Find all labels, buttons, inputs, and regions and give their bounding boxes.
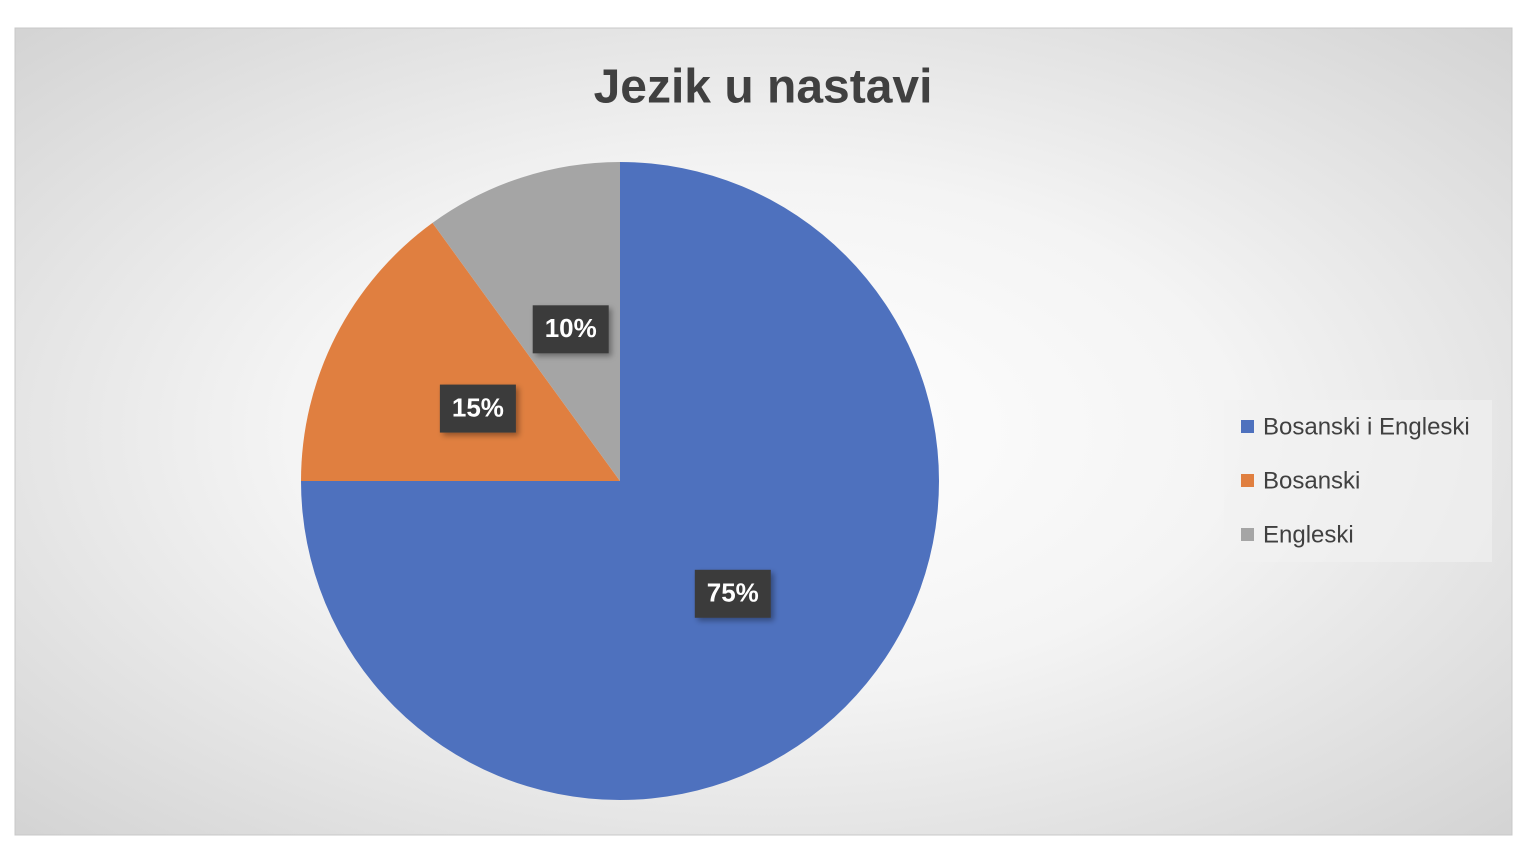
data-label-box — [532, 305, 609, 354]
data-label-box — [439, 384, 516, 433]
data-label: 15% — [439, 384, 516, 433]
data-label-text: 75% — [707, 578, 759, 608]
legend-label: Bosanski — [1263, 467, 1360, 494]
legend-swatch — [1241, 528, 1254, 541]
data-label-box — [694, 569, 771, 618]
legend-label: Bosanski i Engleski — [1263, 413, 1470, 440]
chart-title: Jezik u nastavi — [594, 61, 933, 114]
legend-swatch — [1241, 474, 1254, 487]
pie-slice — [301, 222, 620, 481]
data-label: 10% — [532, 305, 609, 354]
legend-box — [1224, 400, 1492, 562]
data-label: 75% — [694, 569, 771, 618]
data-label-text: 10% — [545, 313, 597, 343]
pie-slice — [432, 162, 620, 481]
data-label-text: 15% — [452, 392, 504, 422]
legend-swatch — [1241, 420, 1254, 433]
legend-label: Engleski — [1263, 521, 1354, 548]
